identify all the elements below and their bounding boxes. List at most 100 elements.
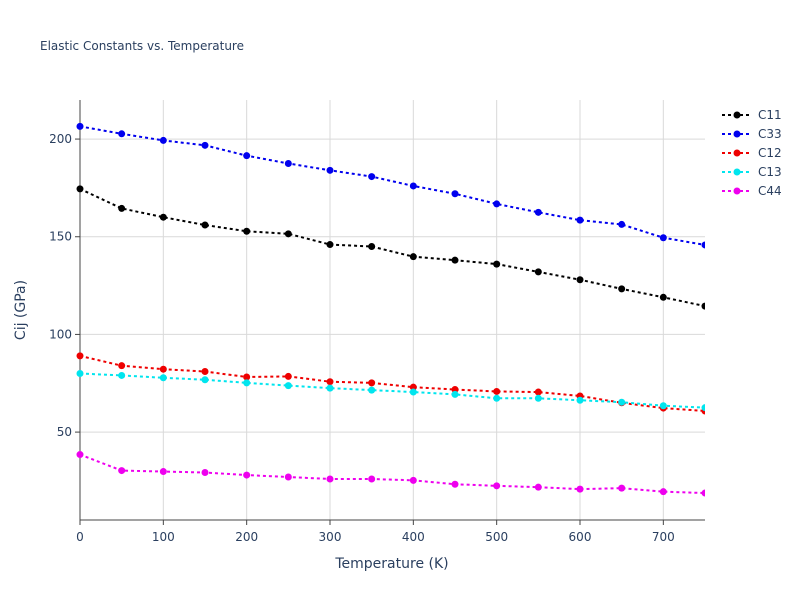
data-point-c12 <box>243 373 251 381</box>
legend-item-c33[interactable]: C33 <box>722 127 782 141</box>
y-axis-label: Cij (GPa) <box>13 280 29 340</box>
data-point-c44 <box>618 484 626 492</box>
data-point-c11 <box>534 268 542 276</box>
data-point-c44 <box>493 482 501 490</box>
legend-item-c12[interactable]: C12 <box>722 146 782 160</box>
data-point-c33 <box>76 122 84 130</box>
series-c11 <box>76 185 705 310</box>
legend-label: C33 <box>758 127 782 141</box>
data-point-c44 <box>368 475 376 483</box>
data-point-c44 <box>201 469 209 477</box>
legend-item-c44[interactable]: C44 <box>722 184 782 198</box>
legend-item-c11[interactable]: C11 <box>722 108 782 122</box>
legend-swatch-marker <box>733 168 741 176</box>
data-point-c44 <box>409 476 417 484</box>
data-point-c44 <box>534 483 542 491</box>
data-point-c11 <box>409 253 417 261</box>
legend-swatch-marker <box>733 111 741 119</box>
legend-label: C12 <box>758 146 782 160</box>
data-point-c44 <box>159 468 167 476</box>
data-point-c44 <box>284 473 292 481</box>
data-point-c33 <box>701 241 705 249</box>
legend-label: C11 <box>758 108 782 122</box>
legend-label: C44 <box>758 184 782 198</box>
data-point-c11 <box>243 227 251 235</box>
data-point-c13 <box>576 396 584 404</box>
data-point-c11 <box>493 260 501 268</box>
legend-label: C13 <box>758 165 782 179</box>
series-line-c11 <box>79 187 705 308</box>
x-tick-label: 700 <box>652 530 675 544</box>
data-point-c13 <box>368 386 376 394</box>
y-tick-label: 100 <box>49 327 72 341</box>
data-point-c13 <box>493 394 501 402</box>
series-line-c12 <box>79 354 705 412</box>
x-tick-label: 200 <box>235 530 258 544</box>
data-point-c33 <box>576 216 584 224</box>
data-point-c13 <box>76 369 84 377</box>
series-line-c33 <box>79 125 705 246</box>
data-point-c33 <box>118 130 126 138</box>
data-point-c11 <box>159 213 167 221</box>
data-point-c12 <box>159 365 167 373</box>
data-point-c44 <box>243 471 251 479</box>
data-point-c12 <box>493 387 501 395</box>
legend-swatch-marker <box>733 149 741 157</box>
data-point-c13 <box>201 376 209 384</box>
data-point-c11 <box>659 293 667 301</box>
data-point-c13 <box>159 374 167 382</box>
x-tick-label: 300 <box>319 530 342 544</box>
data-point-c11 <box>451 256 459 264</box>
data-point-c12 <box>326 378 334 386</box>
data-point-c33 <box>534 208 542 216</box>
legend[interactable]: C11 C33 C12 C13 C44 <box>722 108 782 198</box>
data-point-c33 <box>159 136 167 144</box>
series-line-c44 <box>79 453 705 495</box>
data-point-c44 <box>76 451 84 459</box>
data-point-c13 <box>118 371 126 379</box>
series-line-c13 <box>79 372 705 409</box>
data-point-c12 <box>534 388 542 396</box>
x-axis-label: Temperature (K) <box>334 556 448 572</box>
data-point-c11 <box>76 185 84 193</box>
data-point-c13 <box>534 394 542 402</box>
data-point-c11 <box>326 241 334 249</box>
x-tick-label: 400 <box>402 530 425 544</box>
chart-title: Elastic Constants vs. Temperature <box>40 39 244 53</box>
legend-item-c13[interactable]: C13 <box>722 165 782 179</box>
series-c44 <box>76 451 705 497</box>
series-c13 <box>76 369 705 412</box>
data-point-c11 <box>576 276 584 284</box>
data-point-c13 <box>659 402 667 410</box>
data-point-c12 <box>409 383 417 391</box>
data-point-c33 <box>326 166 334 174</box>
data-point-c13 <box>326 384 334 392</box>
data-point-c33 <box>201 141 209 149</box>
data-point-c13 <box>409 388 417 396</box>
data-point-c13 <box>284 382 292 390</box>
data-point-c33 <box>368 173 376 181</box>
data-point-c44 <box>576 485 584 493</box>
data-point-c11 <box>701 302 705 310</box>
data-point-c13 <box>701 404 705 412</box>
x-tick-label: 600 <box>569 530 592 544</box>
series-c33 <box>76 122 705 249</box>
x-tick-label: 0 <box>76 530 84 544</box>
x-tick-label: 500 <box>485 530 508 544</box>
data-point-c33 <box>618 220 626 228</box>
data-point-c12 <box>76 352 84 360</box>
data-point-c12 <box>201 368 209 376</box>
data-point-c44 <box>701 489 705 497</box>
data-point-c13 <box>451 390 459 398</box>
x-tick-label: 100 <box>152 530 175 544</box>
data-point-c33 <box>659 234 667 242</box>
data-point-c11 <box>118 204 126 212</box>
data-point-c44 <box>326 475 334 483</box>
data-point-c13 <box>243 379 251 387</box>
data-point-c33 <box>284 159 292 167</box>
data-point-c11 <box>618 285 626 293</box>
data-point-c11 <box>201 221 209 229</box>
